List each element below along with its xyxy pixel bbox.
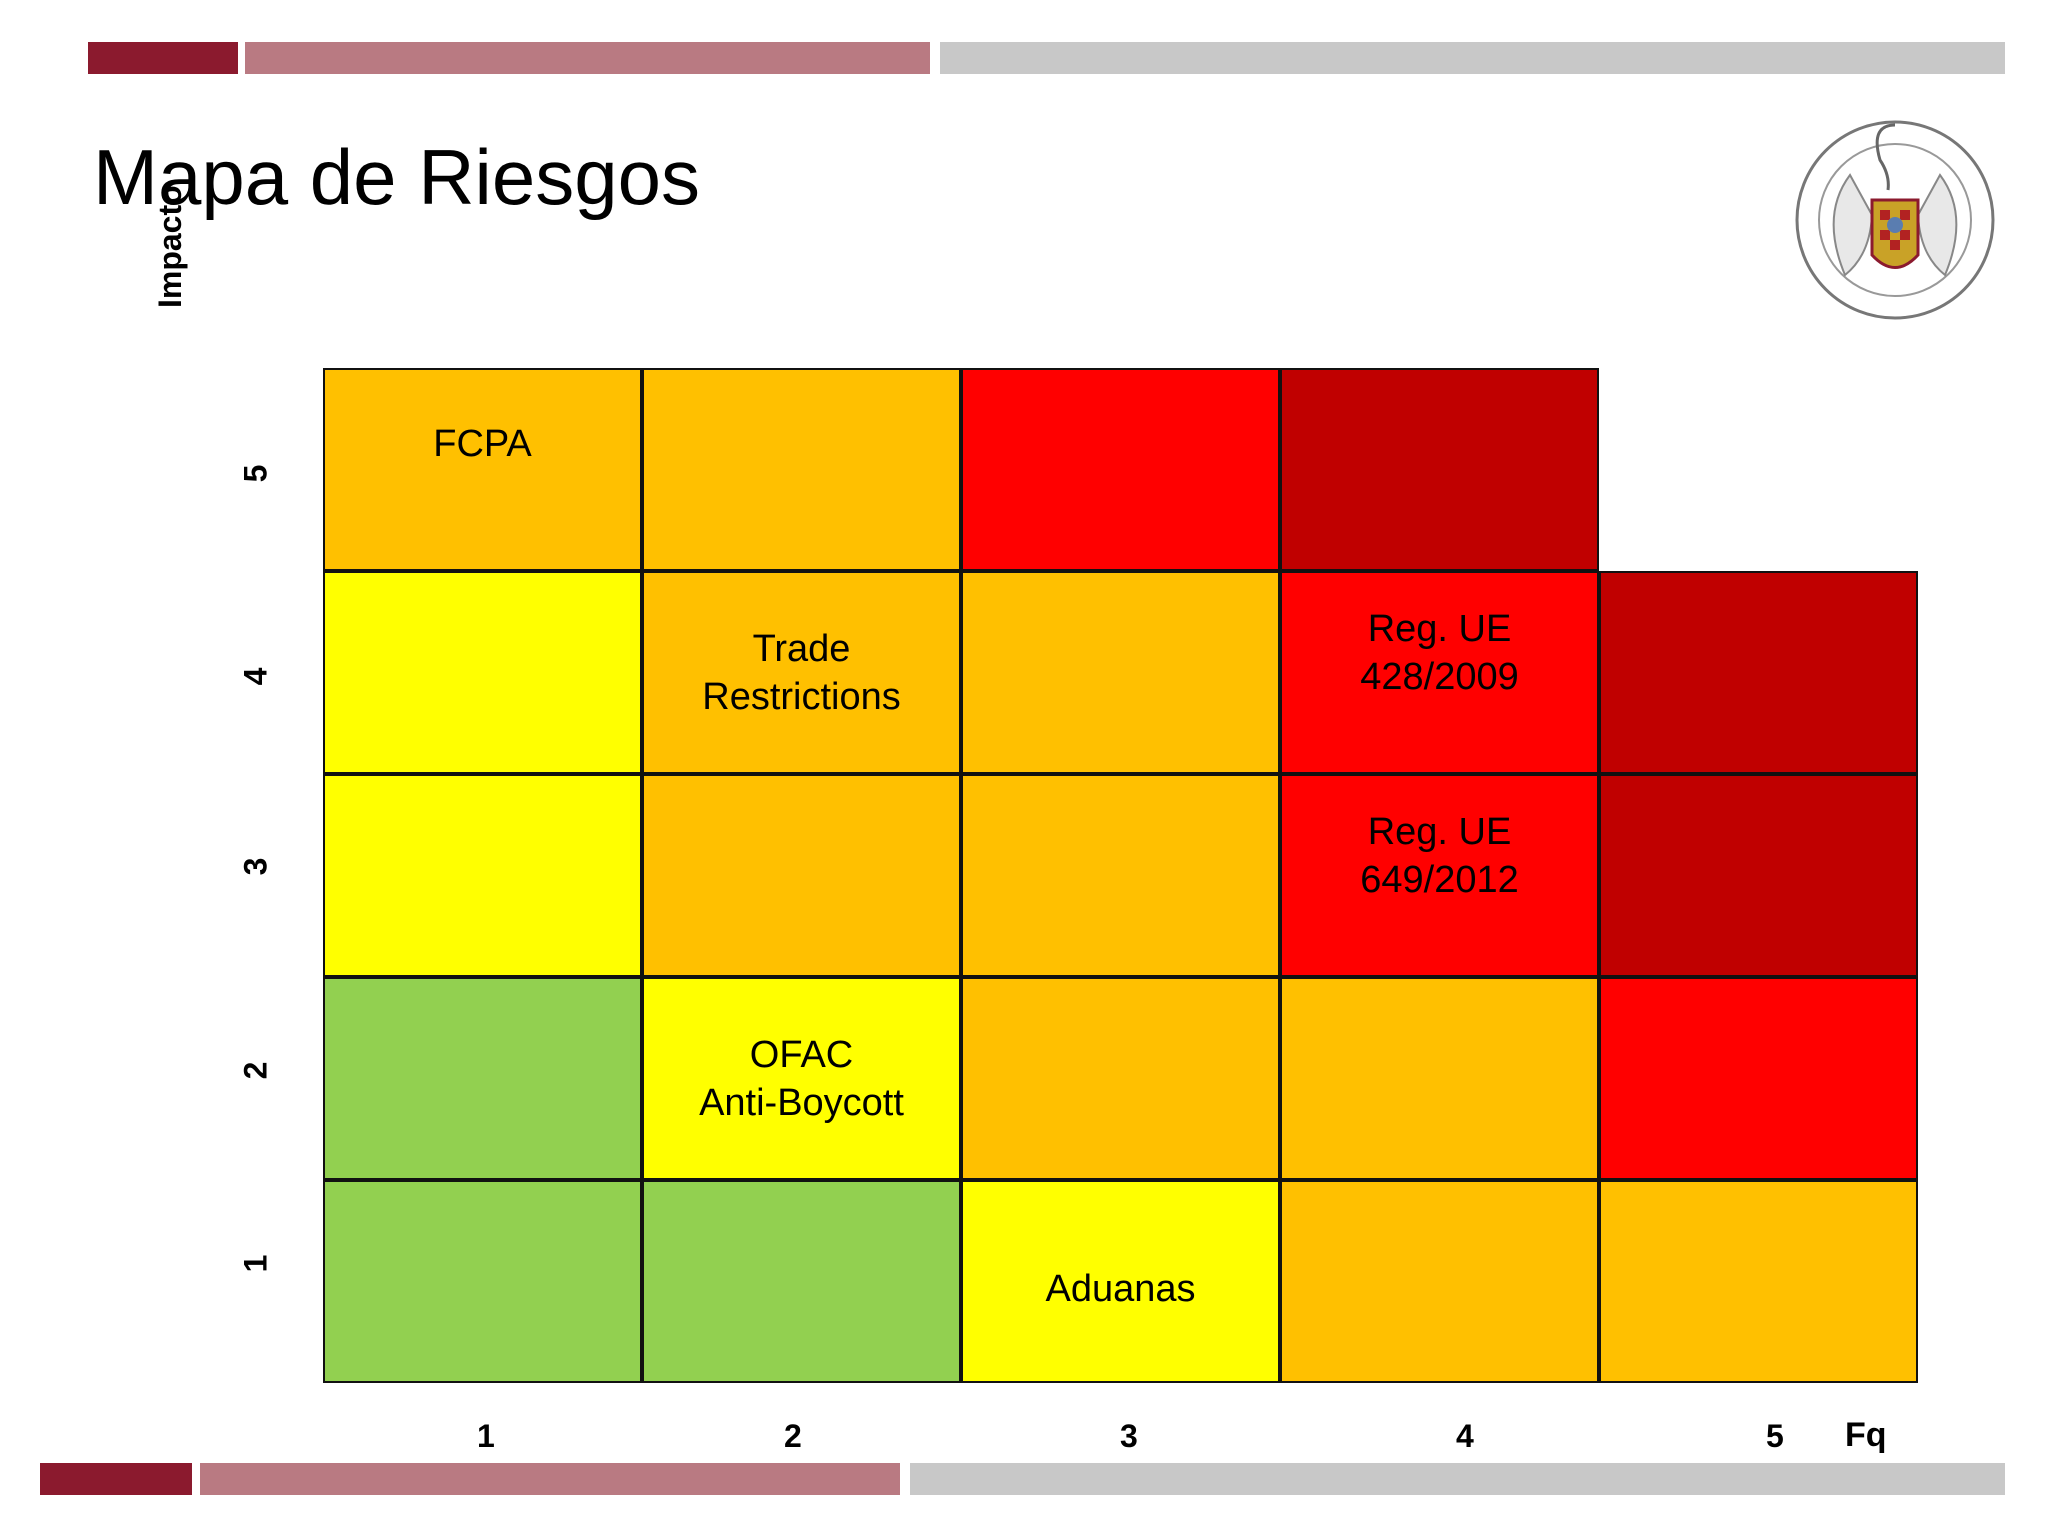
risk-cell-3-3 [961,774,1280,977]
university-seal-icon [1795,120,1995,320]
risk-cell-4-1 [323,571,642,774]
x-tick-label: 5 [1766,1418,1784,1454]
risk-cell-1-3: Aduanas [961,1180,1280,1383]
risk-cell-2-3 [961,977,1280,1180]
risk-cell-2-5 [1599,977,1918,1180]
risk-cell-label: Aduanas [1045,1268,1196,1310]
risk-cell-label: Reg. UE 428/2009 [1360,608,1519,698]
top-bar-mid [245,42,930,74]
risk-cell-label: FCPA [433,423,532,465]
risk-cell-5-4 [1280,368,1599,571]
risk-cell-2-2: OFAC Anti-Boycott [642,977,961,1180]
bottom-bar-mid [200,1463,900,1495]
risk-cell-1-2 [642,1180,961,1383]
risk-cell-label: OFAC Anti-Boycott [699,1033,904,1124]
risk-cell-5-3 [961,368,1280,571]
risk-cell-5-5 [1599,368,1918,571]
risk-cell-5-2 [642,368,961,571]
x-tick-label: 2 [784,1418,802,1454]
y-tick-label: 1 [237,1254,274,1273]
x-tick-label: 4 [1456,1418,1474,1454]
x-tick-label: 3 [1120,1418,1138,1454]
risk-cell-3-5 [1599,774,1918,977]
y-tick-label: 2 [237,1061,274,1080]
page-title: Mapa de Riesgos [93,133,701,221]
risk-cell-3-1 [323,774,642,977]
risk-cell-3-2 [642,774,961,977]
risk-cell-label: Trade Restrictions [702,627,901,718]
top-bar-dark [88,42,238,74]
risk-cell-5-1: FCPA [323,368,642,571]
y-tick-label: 3 [237,857,274,876]
risk-matrix: FCPA Trade Restrictions Reg. UE 428/2009 Re… [323,368,1918,1383]
x-tick-label: 1 [477,1418,495,1454]
risk-cell-4-5 [1599,571,1918,774]
risk-cell-1-4 [1280,1180,1599,1383]
risk-cell-3-4: Reg. UE 649/2012 [1280,774,1599,977]
risk-cell-4-4: Reg. UE 428/2009 [1280,571,1599,774]
bottom-bar-grey [910,1463,2005,1495]
top-bar-grey [940,42,2005,74]
risk-cell-1-5 [1599,1180,1918,1383]
risk-cell-4-2: Trade Restrictions [642,571,961,774]
x-axis-label: Fq [1845,1416,1887,1454]
risk-cell-2-4 [1280,977,1599,1180]
y-axis-label: Impacto [152,185,188,308]
risk-cell-4-3 [961,571,1280,774]
risk-cell-2-1 [323,977,642,1180]
y-tick-label: 5 [237,464,274,483]
bottom-bar-dark [40,1463,192,1495]
risk-cell-label: Reg. UE 649/2012 [1360,811,1519,901]
risk-cell-1-1 [323,1180,642,1383]
y-tick-label: 4 [237,667,274,686]
